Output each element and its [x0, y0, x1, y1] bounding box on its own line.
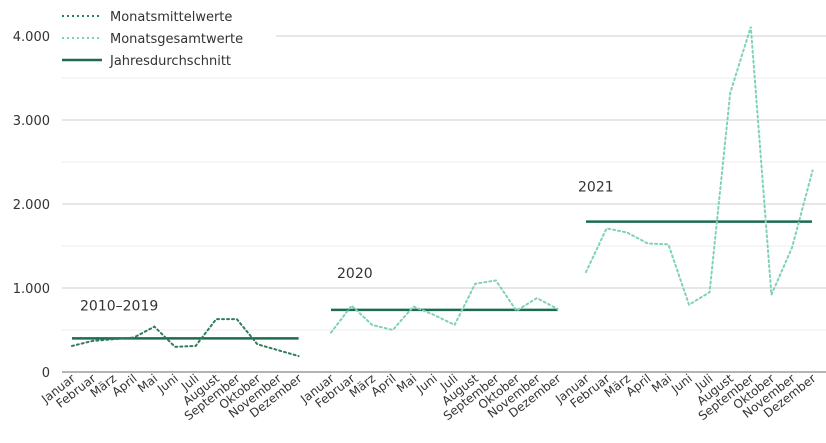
x-tick-label: Juni	[668, 371, 695, 396]
y-tick-label: 0	[42, 366, 50, 381]
y-axis: 0 1.000 2.000 3.000 4.000	[13, 30, 50, 381]
period-label: 2021	[578, 180, 614, 196]
series-line	[71, 318, 300, 358]
x-tick-label: Juni	[413, 371, 440, 396]
grid-lines	[62, 35, 826, 373]
series-lines	[71, 26, 814, 358]
legend-label-jahresdurchschnitt: Jahresdurchschnitt	[109, 54, 231, 69]
legend: Monatsmittelwerte Monatsgesamtwerte Jahr…	[58, 4, 276, 70]
series-line	[585, 26, 814, 307]
y-tick-label: 3.000	[13, 114, 50, 129]
average-lines	[72, 220, 812, 340]
x-axis-labels: JanuarFebruarMärzAprilMaiJuniJuliAugustS…	[38, 371, 818, 423]
y-tick-label: 2.000	[13, 198, 50, 213]
period-label: 2020	[337, 266, 373, 282]
legend-label-monatsmittelwerte: Monatsmittelwerte	[110, 10, 232, 25]
period-label: 2010–2019	[80, 298, 158, 314]
period-labels: 2010–2019 2020 2021	[80, 180, 614, 315]
legend-label-monatsgesamtwerte: Monatsgesamtwerte	[110, 32, 243, 47]
x-tick-label: Juni	[154, 371, 181, 396]
y-tick-label: 1.000	[13, 282, 50, 297]
series-line	[330, 279, 559, 334]
y-tick-label: 4.000	[13, 30, 50, 45]
